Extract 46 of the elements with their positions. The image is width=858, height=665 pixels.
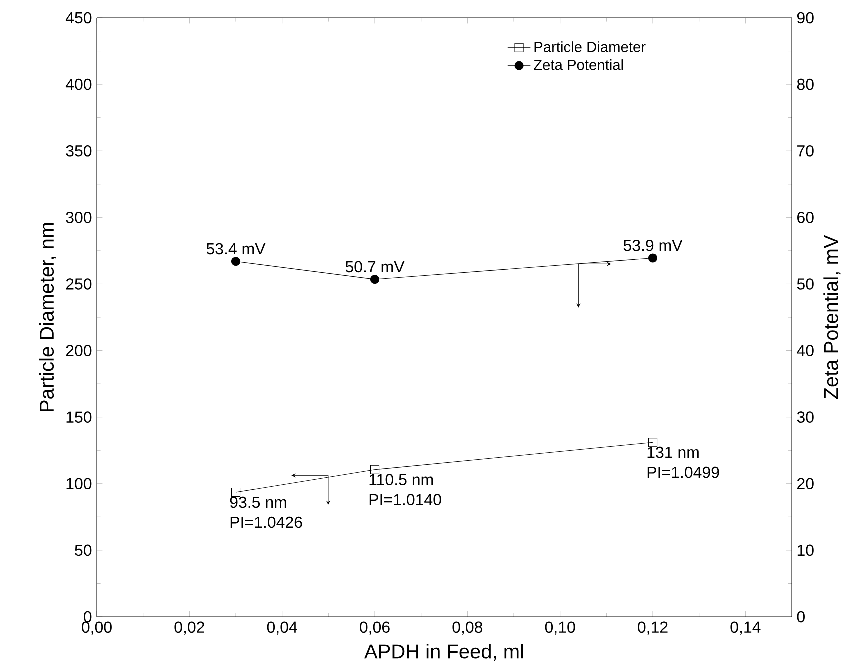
annotation: PI=1.0140 (370, 494, 442, 506)
y-tick-label: 150 (66, 412, 92, 423)
y-tick-label: 250 (66, 278, 92, 290)
y-tick-label: 300 (66, 212, 92, 224)
data-label: 131 nm (648, 446, 699, 458)
y-tick-label: 50 (75, 544, 92, 556)
annotation: PI=1.0426 (230, 516, 302, 528)
x-tick-label: 0,06 (360, 622, 390, 635)
y2-axis-title: Zeta Potential, mV (824, 235, 841, 400)
point (370, 275, 380, 284)
y-axis-title: Particle Diameter, nm (39, 223, 56, 412)
x-tick-label: 0,14 (730, 622, 761, 635)
y2-tick-label: 40 (797, 345, 814, 356)
legend-label: Zeta Potential (534, 60, 624, 70)
point (648, 254, 658, 263)
x-tick-label: 0,12 (638, 622, 668, 635)
y-tick-label: 100 (66, 478, 92, 490)
annotation: PI=1.0499 (648, 466, 720, 478)
x-tick-label: 0,00 (82, 622, 112, 635)
data-label: 53.4 mV (206, 243, 266, 255)
legend-label: Particle Diameter (534, 42, 646, 52)
y-tick-label: 350 (66, 145, 92, 157)
y2-tick-label: 30 (797, 412, 814, 423)
y2-tick-label: 0 (797, 611, 805, 623)
y2-tick-label: 80 (797, 78, 814, 90)
data-label: 93.5 nm (230, 496, 286, 508)
y2-tick-label: 70 (798, 145, 814, 157)
y2-tick-label: 50 (797, 278, 814, 290)
y2-tick-label: 20 (798, 478, 814, 490)
y-tick-label: 450 (66, 12, 92, 24)
x-tick-label: 0,02 (174, 622, 204, 635)
data-label: 50.7 mV (346, 261, 405, 273)
data-label: 53.9 mV (624, 240, 683, 252)
x-axis-title: APDH in Feed, ml (364, 644, 524, 662)
y-tick-label: 400 (66, 78, 92, 90)
y-tick-label: 200 (66, 345, 92, 356)
y-tick-label: 0 (84, 611, 92, 623)
x-tick-label: 0,08 (452, 622, 483, 635)
y2-tick-label: 60 (798, 212, 814, 224)
y2-tick-label: 90 (797, 12, 814, 24)
point (231, 257, 241, 266)
y2-tick-label: 10 (798, 544, 814, 556)
x-tick-label: 0,10 (545, 622, 576, 635)
point (370, 465, 380, 474)
data-label: 110.5 nm (370, 474, 434, 486)
x-tick-label: 0,04 (267, 622, 298, 635)
